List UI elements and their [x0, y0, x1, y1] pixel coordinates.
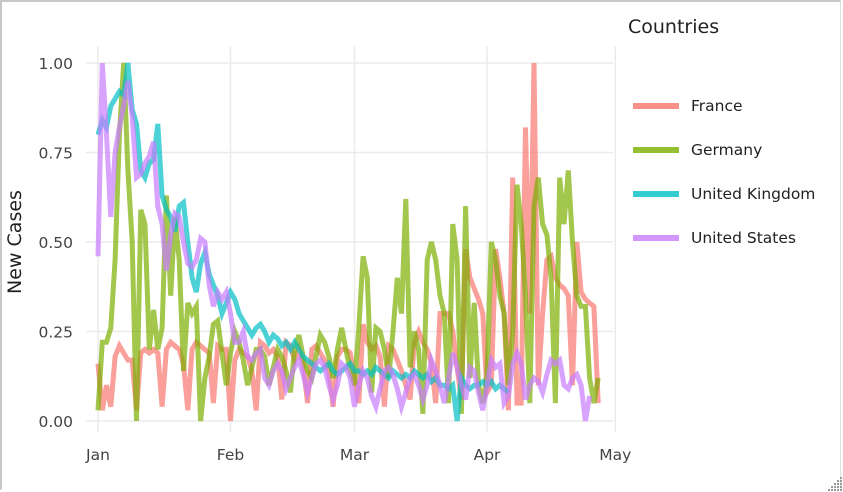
legend-swatch-icon — [633, 235, 679, 241]
legend-label: United States — [691, 229, 796, 247]
x-tick-label: May — [599, 446, 631, 464]
series-line-united-states[interactable] — [95, 62, 593, 422]
legend-swatch-icon — [633, 191, 679, 197]
y-tick-label: 0.75 — [38, 145, 73, 163]
legend-swatch-icon — [633, 147, 679, 153]
legend-title: Countries — [628, 16, 720, 38]
series-lines — [95, 62, 601, 422]
x-tick-label: Feb — [217, 446, 244, 464]
x-tick-label: Apr — [474, 446, 501, 464]
legend-swatch-icon — [633, 103, 679, 109]
y-axis-ticks: 0.00 0.25 0.50 0.75 1.00 — [38, 55, 73, 431]
x-tick-label: Jan — [85, 446, 110, 464]
x-axis-ticks: Jan Feb Mar Apr May — [85, 446, 631, 464]
y-tick-label: 1.00 — [38, 55, 73, 73]
y-tick-label: 0.50 — [38, 234, 73, 252]
resize-handle-icon[interactable] — [825, 474, 843, 492]
legend-label: United Kingdom — [691, 185, 816, 203]
legend-item-germany[interactable]: Germany — [628, 128, 815, 172]
y-tick-label: 0.25 — [38, 324, 73, 342]
x-tick-label: Mar — [340, 446, 370, 464]
y-tick-label: 0.00 — [38, 413, 73, 431]
legend-item-france[interactable]: France — [628, 84, 815, 128]
series-line-germany[interactable] — [95, 62, 601, 422]
legend: Countries France Germany United Kingdom Uni… — [628, 16, 815, 260]
legend-label: Germany — [691, 141, 763, 159]
legend-item-united-states[interactable]: United States — [628, 216, 815, 260]
legend-label: France — [691, 97, 743, 115]
y-axis-label: New Cases — [4, 190, 26, 294]
legend-item-united-kingdom[interactable]: United Kingdom — [628, 172, 815, 216]
